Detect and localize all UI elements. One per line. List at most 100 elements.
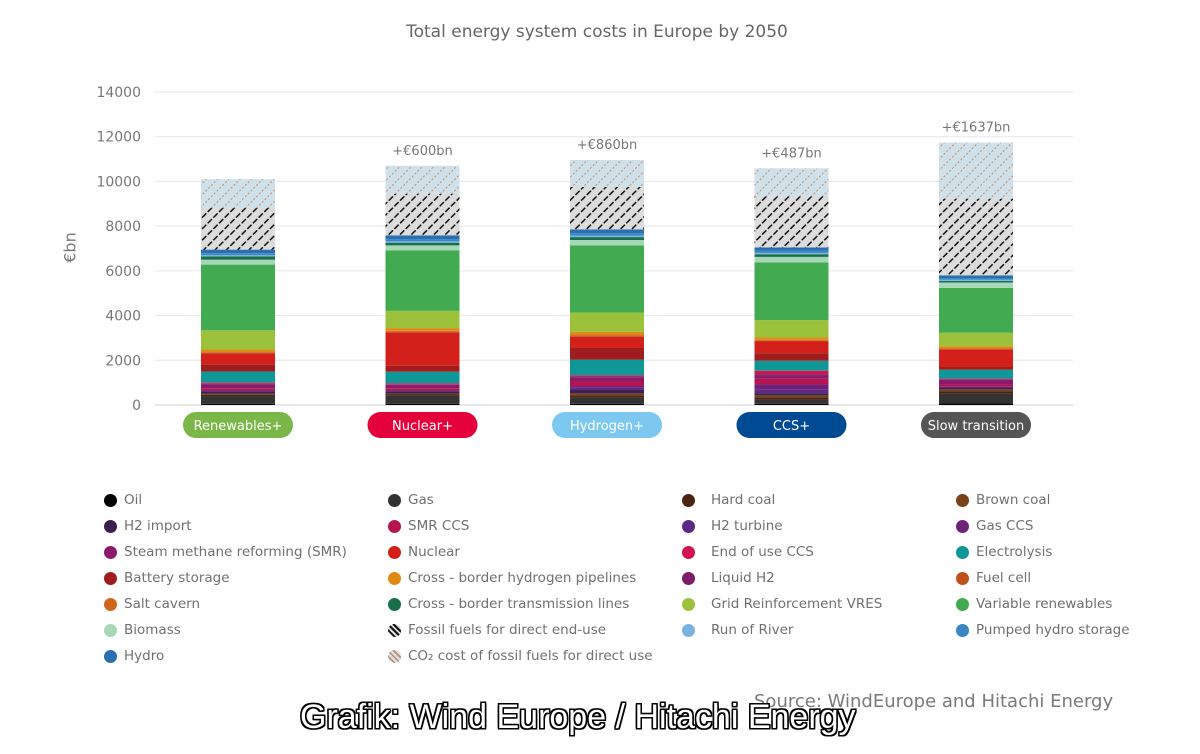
bar-segment	[385, 388, 460, 391]
bar-segment	[570, 376, 644, 378]
legend-item: Nuclear	[388, 539, 682, 565]
bar-segment	[939, 386, 1013, 389]
legend-item: Hydro	[104, 643, 388, 669]
increase-annotation: +€487bn	[761, 146, 821, 161]
bar-segment	[201, 394, 275, 397]
bar-segment	[385, 384, 460, 389]
legend-item: Gas CCS	[956, 513, 1156, 539]
x-tick-label: Nuclear+	[392, 419, 453, 434]
bar-segment	[385, 395, 460, 404]
legend-item: Biomass	[104, 617, 388, 643]
category-pill	[367, 412, 478, 438]
increase-annotation: +€600bn	[392, 144, 452, 159]
bar-segment	[754, 256, 829, 263]
legend-item: End of use CCS	[682, 539, 956, 565]
y-tick-label: 8000	[105, 219, 141, 235]
bar-segment	[939, 279, 1013, 281]
bar-segment	[570, 187, 644, 230]
bar-segment	[385, 332, 460, 366]
legend-label: Salt cavern	[124, 596, 201, 612]
bar-segment	[939, 142, 1013, 199]
bar-segment	[754, 337, 829, 340]
bar-segment	[385, 365, 460, 372]
legend-swatch-icon	[104, 623, 117, 637]
y-tick-label: 12000	[96, 130, 141, 146]
bar-segment	[939, 379, 1013, 385]
bar-segment	[754, 168, 829, 197]
legend-label: H2 turbine	[711, 518, 783, 534]
category-pill	[736, 412, 847, 438]
bar-segment	[201, 352, 275, 354]
bar-segment	[939, 388, 1013, 390]
bar-segment	[754, 393, 829, 396]
legend-item: Run of River	[682, 617, 956, 643]
bar-segment	[385, 242, 460, 246]
legend-label: Steam methane reforming (SMR)	[124, 544, 347, 560]
bar-segment	[754, 378, 829, 385]
bar-segment	[570, 397, 644, 404]
bar-segment	[570, 235, 644, 238]
bar-segment	[754, 384, 829, 390]
bar-segment	[570, 336, 644, 348]
legend-swatch-icon	[682, 545, 695, 559]
bar-segment	[385, 239, 460, 242]
legend-label: Oil	[124, 492, 143, 508]
legend-item: SMR CCS	[388, 513, 682, 539]
x-tick-label: Slow transition	[928, 419, 1025, 434]
bar-segment	[385, 403, 460, 405]
y-tick-label: 10000	[96, 174, 141, 190]
legend-swatch-icon	[388, 571, 401, 585]
y-tick-label: 4000	[105, 309, 141, 325]
x-tick-label: Hydrogen+	[570, 419, 644, 434]
legend-swatch-icon	[388, 649, 401, 663]
legend-swatch-icon	[388, 623, 401, 637]
bar-segment	[570, 403, 644, 405]
bar-segment	[570, 335, 644, 337]
increase-annotation: +€860bn	[577, 138, 637, 153]
bar-segment	[570, 334, 644, 336]
category-pill	[921, 412, 1031, 438]
legend-swatch-icon	[104, 571, 117, 585]
bar-segment	[939, 403, 1013, 405]
legend-label: Fuel cell	[976, 570, 1032, 586]
legend-swatch-icon	[956, 571, 969, 585]
bar-segment	[754, 254, 829, 257]
legend-label: Cross - border hydrogen pipelines	[408, 570, 637, 586]
bar-segment	[570, 159, 644, 188]
bar-segment	[939, 282, 1013, 288]
bar-segment	[201, 256, 275, 260]
bar-segment	[201, 393, 275, 395]
legend-swatch-icon	[956, 545, 969, 559]
bar-segment	[939, 366, 1013, 370]
stacked-bar-chart: 0 2000 4000 6000 8000 10000 12000 14000 Renewabl…	[96, 85, 1073, 438]
legend-label: Grid Reinforcement VRES	[711, 596, 883, 612]
bar-segment	[754, 340, 829, 342]
legend-label: CO₂ cost of fossil fuels for direct use	[408, 648, 653, 664]
bar-segment	[939, 379, 1013, 380]
legend-item: Salt cavern	[104, 591, 388, 617]
bar-segment	[939, 198, 1013, 276]
bar-segment	[939, 278, 1013, 280]
bar-segment	[939, 389, 1013, 392]
legend-swatch-icon	[956, 597, 969, 611]
legend-label: Brown coal	[976, 492, 1051, 508]
bar-segment	[754, 339, 829, 341]
bar-segment	[385, 330, 460, 332]
bar-segment	[754, 341, 829, 354]
y-tick-label: 14000	[96, 85, 141, 101]
legend: Oil Gas Hard coal Brown coal H2 import SMR CC…	[104, 487, 1164, 669]
bar-segment	[754, 370, 829, 375]
category-pill	[552, 412, 662, 438]
bar-segment	[570, 233, 644, 236]
bar-segment	[570, 359, 644, 376]
legend-swatch-icon	[682, 493, 695, 507]
legend-item: Hard coal	[682, 487, 956, 513]
legend-swatch-icon	[956, 623, 969, 637]
bar-segment	[939, 332, 1013, 347]
bar-segment	[201, 179, 275, 209]
bar-segment	[385, 393, 460, 395]
bar-segment	[570, 312, 644, 332]
legend-item: H2 turbine	[682, 513, 956, 539]
bar-segment	[570, 390, 644, 394]
bar-segment	[570, 385, 644, 388]
